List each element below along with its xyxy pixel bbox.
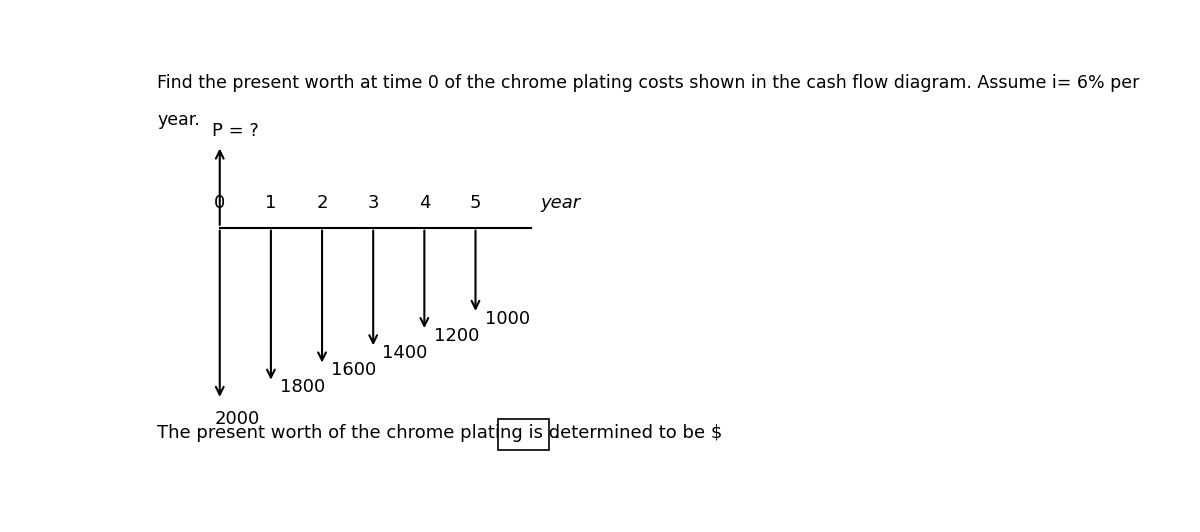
Text: year: year [541, 194, 581, 212]
Text: 1200: 1200 [433, 327, 479, 345]
Text: 1800: 1800 [281, 378, 325, 396]
Text: 2000: 2000 [215, 410, 260, 428]
Text: Find the present worth at time 0 of the chrome plating costs shown in the cash f: Find the present worth at time 0 of the … [157, 74, 1140, 92]
Text: 3: 3 [367, 194, 379, 212]
Text: 1000: 1000 [485, 310, 530, 328]
Text: 2: 2 [317, 194, 328, 212]
Text: year.: year. [157, 111, 200, 129]
Text: 0: 0 [214, 194, 226, 212]
Text: 1400: 1400 [383, 344, 428, 362]
Text: .: . [553, 423, 558, 442]
Text: 5: 5 [469, 194, 481, 212]
Text: 4: 4 [419, 194, 430, 212]
Bar [498, 419, 548, 450]
Text: The present worth of the chrome plating is determined to be $: The present worth of the chrome plating … [157, 423, 722, 442]
Text: P = ?: P = ? [212, 122, 259, 139]
Text: 1: 1 [265, 194, 276, 212]
Text: 1600: 1600 [331, 361, 377, 379]
